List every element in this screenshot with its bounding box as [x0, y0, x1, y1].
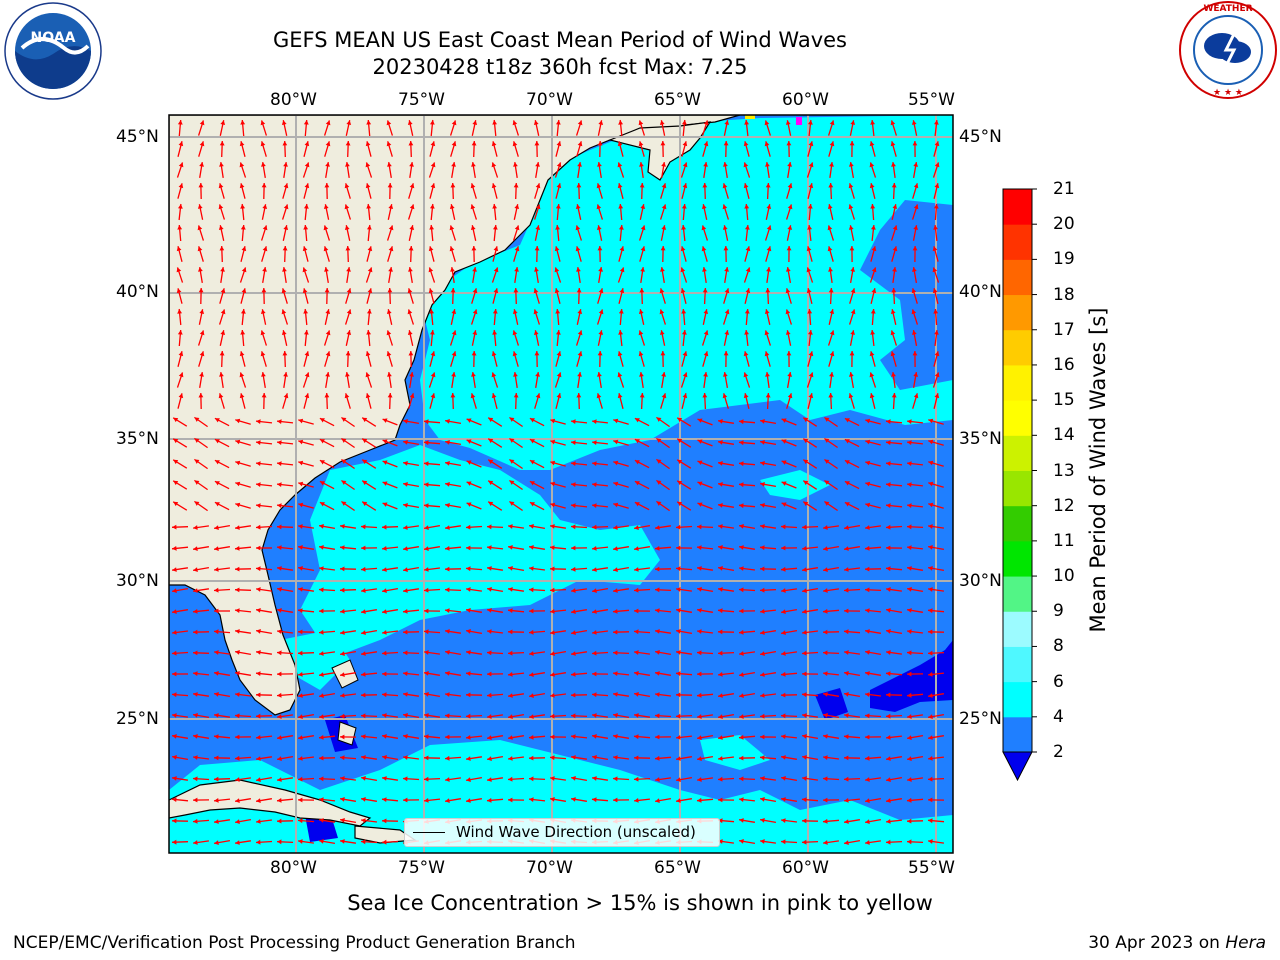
footer-machine: Hera: [1225, 933, 1266, 953]
lon-label-top: 70°W: [526, 90, 573, 110]
chart-title-line1: GEFS MEAN US East Coast Mean Period of W…: [273, 28, 847, 52]
lon-label-bottom: 75°W: [398, 858, 445, 878]
lat-label-right: 25°N: [959, 709, 1002, 729]
colorbar-bin: [1003, 364, 1032, 401]
map-legend: Wind Wave Direction (unscaled): [404, 818, 720, 847]
ocean-field-cyan-mid: [300, 445, 660, 655]
colorbar-bin: [1003, 576, 1032, 612]
noaa-logo-icon: NOAA: [4, 2, 102, 100]
lat-label-left: 30°N: [116, 571, 159, 591]
colorbar-tick-label: 8: [1053, 636, 1064, 657]
footer-organization: NCEP/EMC/Verification Post Processing Pr…: [13, 933, 576, 953]
colorbar-tick-label: 17: [1053, 319, 1075, 340]
colorbar-bin: [1003, 611, 1032, 647]
lon-label-bottom: 60°W: [782, 858, 829, 878]
colorbar-tick-label: 18: [1053, 284, 1075, 305]
colorbar-bin: [1003, 716, 1032, 753]
lat-label-left: 40°N: [116, 282, 159, 302]
colorbar-bin: [1003, 189, 1032, 225]
lat-label-right: 40°N: [959, 282, 1002, 302]
ocean-field-deep-blue: [815, 688, 848, 720]
lat-label-left: 25°N: [116, 709, 159, 729]
colorbar-title: Mean Period of Wind Waves [s]: [1086, 307, 1110, 633]
colorbar-tick-label: 21: [1053, 179, 1075, 199]
colorbar-tick-label: 20: [1053, 214, 1075, 235]
colorbar-tick-label: 10: [1053, 566, 1075, 587]
lon-label-bottom: 65°W: [654, 858, 701, 878]
colorbar-bin: [1003, 294, 1032, 331]
lat-label-right: 30°N: [959, 571, 1002, 591]
colorbar-bin: [1003, 400, 1032, 436]
lat-label-left: 45°N: [116, 127, 159, 147]
colorbar-bin: [1003, 646, 1032, 683]
colorbar-bin: [1003, 224, 1032, 260]
colorbar-bin: [1003, 470, 1032, 507]
lon-label-top: 55°W: [908, 90, 955, 110]
footer-date: 30 Apr 2023 on Hera: [1088, 933, 1266, 953]
colorbar-tick-label: 11: [1053, 530, 1075, 551]
lon-label-bottom: 70°W: [526, 858, 573, 878]
wind-wave-direction-arrows: [171, 119, 945, 845]
colorbar-tick-label: 9: [1053, 601, 1064, 622]
lon-label-top: 65°W: [654, 90, 701, 110]
colorbar-bin: [1003, 540, 1032, 577]
colorbar-tick-label: 15: [1053, 390, 1075, 411]
legend-label: Wind Wave Direction (unscaled): [456, 823, 696, 841]
ocean-field-cyan-south: [169, 740, 953, 853]
colorbar-bin: [1003, 505, 1032, 542]
nws-logo-icon: WEATHER ★ ★ ★: [1179, 1, 1277, 99]
sea-ice-footnote: Sea Ice Concentration > 15% is shown in …: [347, 891, 933, 915]
svg-text:★ ★ ★: ★ ★ ★: [1213, 88, 1243, 98]
colorbar-bin: [1003, 681, 1032, 718]
colorbar-tick-label: 4: [1053, 706, 1064, 727]
colorbar: [1002, 188, 1037, 782]
lat-label-right: 45°N: [959, 127, 1002, 147]
colorbar-tick-label: 12: [1053, 495, 1075, 516]
colorbar-tick-label: 13: [1053, 460, 1075, 481]
lon-label-top: 60°W: [782, 90, 829, 110]
colorbar-extend-low: [1002, 751, 1033, 782]
colorbar-tick-label: 2: [1053, 742, 1064, 762]
lat-label-left: 35°N: [116, 429, 159, 449]
land-cuba: [169, 779, 372, 827]
colorbar-tick-label: 19: [1053, 249, 1075, 270]
legend-line-icon: [413, 832, 445, 833]
lon-label-top: 80°W: [270, 90, 317, 110]
colorbar-tick-label: 16: [1053, 354, 1075, 375]
lon-label-bottom: 80°W: [270, 858, 317, 878]
lon-label-bottom: 55°W: [908, 858, 955, 878]
colorbar-tick-label: 6: [1053, 671, 1064, 692]
svg-text:WEATHER: WEATHER: [1203, 4, 1252, 14]
colorbar-bin: [1003, 435, 1032, 471]
colorbar-bin: [1003, 259, 1032, 296]
lat-label-right: 35°N: [959, 429, 1002, 449]
colorbar-tick-label: 14: [1053, 425, 1075, 446]
lon-label-top: 75°W: [398, 90, 445, 110]
chart-title-line2: 20230428 t18z 360h fcst Max: 7.25: [372, 55, 748, 79]
colorbar-bin: [1003, 329, 1032, 366]
svg-text:NOAA: NOAA: [31, 30, 76, 46]
